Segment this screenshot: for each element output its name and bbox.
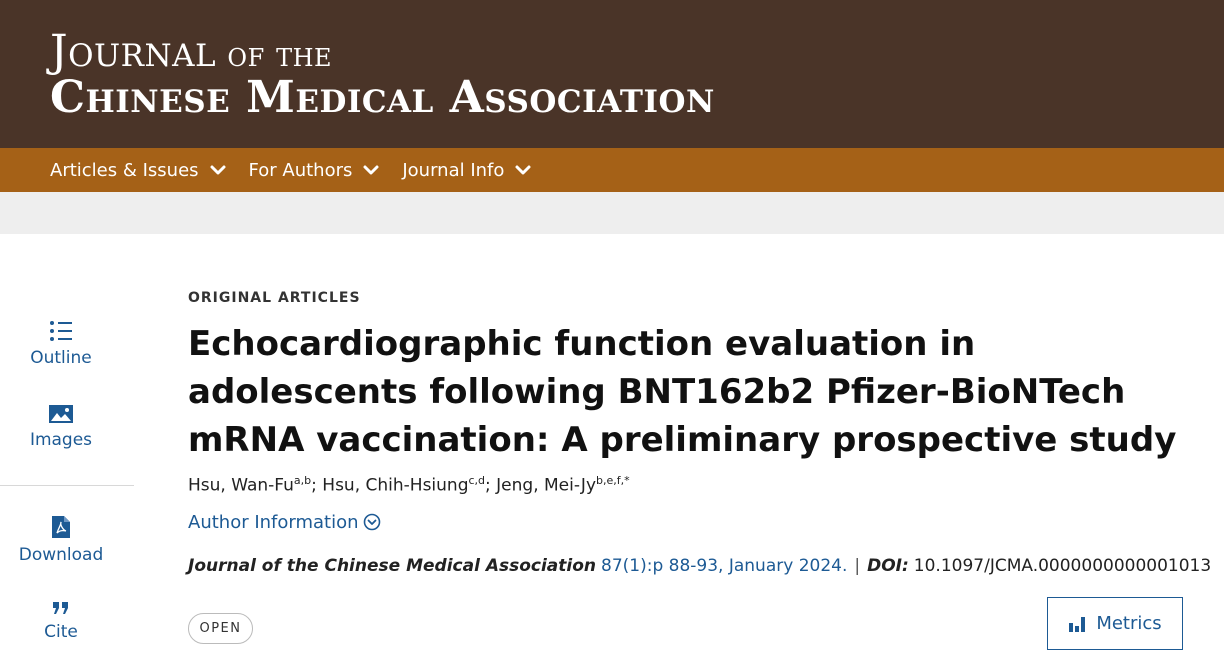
logo-line1-b: of the: [216, 35, 333, 75]
citation-line: Journal of the Chinese Medical Associati…: [188, 555, 1211, 577]
article-title: Echocardiographic function evaluation in…: [188, 324, 1177, 460]
journal-name: Journal of the Chinese Medical Associati…: [188, 555, 597, 576]
volume-issue-link[interactable]: 87(1):p 88-93, January 2024.: [601, 555, 848, 576]
author-name[interactable]: Jeng, Mei-Jy: [496, 475, 597, 496]
sidebar-divider: [0, 485, 134, 486]
outline-label: Outline: [30, 348, 92, 368]
nav-articles-issues[interactable]: Articles & Issues: [50, 160, 227, 181]
nav-label: For Authors: [248, 159, 353, 181]
chevron-circle-down-icon: [363, 513, 380, 531]
outline-list-icon: [50, 321, 72, 341]
logo-line2: Chinese Medical Association: [50, 72, 715, 123]
author-affiliation: a,b: [293, 474, 312, 487]
doi-value: 10.1097/JCMA.0000000000001013: [913, 555, 1212, 576]
main-nav: Articles & Issues For Authors Journal In…: [0, 148, 1224, 192]
doi-label: DOI:: [867, 555, 909, 576]
download-label: Download: [18, 545, 104, 565]
article-category: ORIGINAL ARTICLES: [188, 290, 361, 306]
author-information-toggle[interactable]: Author Information: [188, 512, 1188, 533]
chevron-down-icon: [210, 165, 226, 175]
chevron-down-icon: [363, 165, 379, 175]
outline-button[interactable]: Outline: [0, 320, 122, 368]
cite-button[interactable]: Cite: [0, 600, 122, 642]
author-name[interactable]: Hsu, Wan-Fu: [188, 475, 294, 496]
metrics-button[interactable]: Metrics: [1047, 597, 1183, 650]
cite-label: Cite: [44, 622, 78, 642]
nav-journal-info[interactable]: Journal Info: [402, 160, 532, 181]
metrics-label: Metrics: [1096, 613, 1162, 634]
author-information-label: Author Information: [188, 511, 359, 533]
masthead: Journal of the Chinese Medical Associati…: [0, 0, 1224, 148]
images-button[interactable]: Images: [0, 404, 122, 450]
logo-line1-a: Journal: [50, 26, 217, 77]
nav-label: Journal Info: [402, 159, 505, 181]
author-affiliation: c,d: [468, 474, 486, 487]
citation-separator: |: [854, 555, 861, 576]
author-name[interactable]: Hsu, Chih-Hsiung: [322, 475, 469, 496]
images-icon: [49, 405, 73, 423]
author-list: Hsu, Wan-Fua,b; Hsu, Chih-Hsiungc,d; Jen…: [188, 474, 630, 496]
images-label: Images: [29, 430, 93, 450]
open-access-badge: OPEN: [188, 613, 253, 644]
journal-logo[interactable]: Journal of the Chinese Medical Associati…: [50, 30, 715, 120]
secondary-bar: [0, 192, 1224, 234]
nav-for-authors[interactable]: For Authors: [249, 160, 381, 181]
download-button[interactable]: Download: [0, 515, 122, 565]
article-header: ORIGINAL ARTICLES Echocardiographic func…: [188, 290, 1211, 577]
pdf-download-icon: [52, 516, 70, 538]
quote-icon: [53, 602, 68, 614]
bar-chart-icon: [1069, 616, 1086, 632]
nav-label: Articles & Issues: [50, 159, 199, 181]
chevron-down-icon: [515, 165, 531, 175]
author-affiliation: b,e,f,*: [596, 474, 630, 487]
